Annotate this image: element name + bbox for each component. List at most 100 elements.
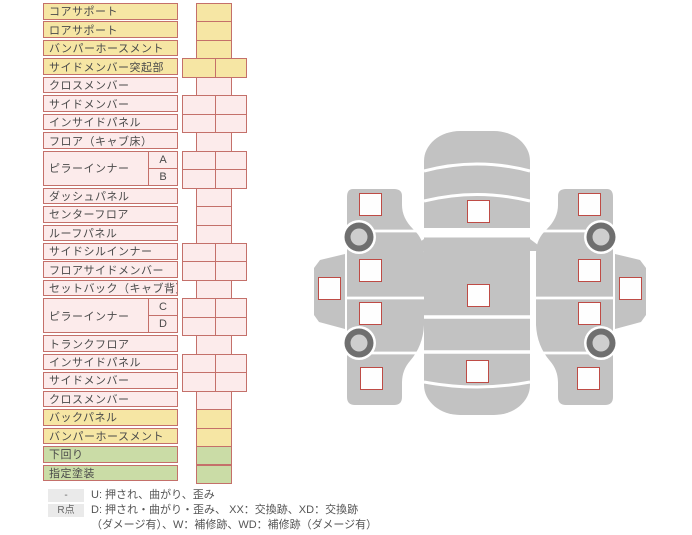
checkbox-center-rear[interactable] (466, 360, 489, 383)
car-diagram (314, 131, 648, 415)
damage-entry-cell[interactable] (182, 353, 216, 374)
legend-row: （ダメージ有）、W：補修跡、WD：補修跡（ダメージ有） (48, 519, 377, 533)
car-side-frame-left (314, 189, 424, 405)
damage-entry-cell[interactable] (196, 21, 232, 41)
part-name: ルーフパネル (49, 227, 118, 240)
checkbox-right-rear[interactable] (577, 367, 600, 390)
damage-entry-cell[interactable] (196, 464, 232, 484)
front-wheel-icon (342, 220, 376, 254)
part-name: バックパネル (49, 412, 118, 425)
part-row-label: サイドメンバー (43, 95, 178, 112)
part-name: サイドシルインナー (49, 246, 153, 259)
damage-entry-cell[interactable] (196, 335, 232, 355)
part-row-label: バンパーホースメント (43, 39, 178, 57)
damage-entry-cell[interactable] (182, 261, 216, 281)
damage-code-legend: - U: 押され、曲がり、歪み R点 D: 押され・曲がり・歪み、 XX：交換跡、XD… (48, 489, 377, 534)
part-name: インサイドパネル (49, 357, 141, 370)
checkbox-center-middle[interactable] (467, 284, 490, 307)
part-row-label: ピラーインナー A B (43, 150, 178, 186)
checkbox-right-lower[interactable] (578, 302, 601, 325)
damage-entry-cell[interactable] (182, 58, 216, 78)
part-name: セットバック（キャブ背） (49, 283, 177, 296)
damage-entry-cell[interactable] (182, 150, 216, 171)
legend-text: （ダメージ有）、W：補修跡、WD：補修跡（ダメージ有） (91, 519, 378, 531)
checkbox-right-front[interactable] (578, 193, 601, 216)
part-name: バンパーホースメント (49, 430, 164, 443)
part-name: ピラーインナー (49, 310, 130, 323)
pillar-sub-label: B (149, 167, 177, 185)
damage-entry-cell[interactable] (214, 150, 247, 171)
damage-entry-cell[interactable] (182, 316, 216, 337)
damage-entry-cell[interactable] (214, 316, 247, 337)
damage-entry-cell[interactable] (196, 187, 232, 208)
damage-entry-cell[interactable] (182, 372, 216, 392)
checkbox-right-upper[interactable] (578, 259, 601, 282)
damage-entry-cell[interactable] (182, 242, 216, 263)
damage-entry-cell[interactable] (196, 446, 232, 466)
damage-entry-cell[interactable] (182, 169, 216, 189)
damage-entry-cell[interactable] (214, 169, 247, 189)
damage-entry-cell[interactable] (214, 58, 247, 78)
legend-key-badge: R点 (48, 504, 84, 517)
damage-entry-cell[interactable] (196, 427, 232, 448)
damage-entry-cell[interactable] (196, 206, 232, 226)
part-row-label: クロスメンバー (43, 76, 178, 94)
part-name: クロスメンバー (49, 393, 130, 406)
checkbox-left-outer[interactable] (318, 277, 341, 300)
pillar-sub-label: A (159, 153, 167, 166)
checkbox-left-rear[interactable] (360, 367, 383, 390)
legend-key-badge: - (48, 489, 84, 502)
legend-row: - U: 押され、曲がり、歪み (48, 489, 377, 503)
part-name: インサイドパネル (49, 117, 141, 130)
part-row-label: フロア（キャブ床） (43, 132, 178, 149)
part-row-label: バンパーホースメント (43, 427, 178, 445)
part-row-label: インサイドパネル (43, 353, 178, 371)
damage-entry-cell[interactable] (196, 390, 232, 411)
part-row-label: サイドメンバー (43, 372, 178, 389)
pillar-sub-label: D (149, 315, 177, 332)
damage-entry-cell[interactable] (214, 95, 247, 115)
part-name: サイドメンバー (49, 98, 130, 111)
part-row-label: ダッシュパネル (43, 187, 178, 205)
damage-entry-cell[interactable] (196, 132, 232, 152)
part-name: 下回り (49, 449, 84, 462)
damage-entry-cell[interactable] (196, 409, 232, 429)
part-name: フロアサイドメンバー (49, 264, 164, 277)
part-row-label: サイドシルインナー (43, 242, 178, 260)
damage-entry-cell[interactable] (214, 261, 247, 281)
damage-entry-cell[interactable] (196, 3, 232, 23)
checkbox-right-outer[interactable] (619, 277, 642, 300)
damage-entry-cell[interactable] (182, 95, 216, 115)
damage-entry-cell[interactable] (196, 76, 232, 97)
damage-entry-cell[interactable] (182, 113, 216, 134)
legend-text: U: 押され、曲がり、歪み (91, 489, 215, 501)
part-name: センターフロア (49, 209, 129, 222)
legend-row: R点 D: 押され・曲がり・歪み、 XX：交換跡、XD：交換跡 (48, 504, 377, 518)
part-row-label: コアサポート (43, 3, 178, 20)
damage-entry-cell[interactable] (214, 298, 247, 318)
damage-entry-cell[interactable] (214, 242, 247, 263)
part-name: トランクフロア (49, 338, 130, 351)
damage-entry-cell[interactable] (214, 372, 247, 392)
checkbox-left-lower[interactable] (359, 302, 382, 325)
damage-entry-cell[interactable] (214, 353, 247, 374)
part-row-label: ピラーインナー C D (43, 298, 178, 334)
checkbox-left-upper[interactable] (359, 259, 382, 282)
damage-entry-cell[interactable] (196, 224, 232, 244)
checkbox-left-front[interactable] (359, 193, 382, 216)
legend-text: D: 押され・曲がり・歪み、 XX：交換跡、XD：交換跡 (91, 504, 359, 516)
damage-entry-cell[interactable] (182, 298, 216, 318)
part-name: バンパーホースメント (49, 43, 164, 56)
damage-entry-cell[interactable] (214, 113, 247, 134)
part-row-label: インサイドパネル (43, 113, 178, 131)
part-name: 指定塗装 (49, 467, 95, 480)
part-row-label: 指定塗装 (43, 464, 178, 482)
damage-entry-cell[interactable] (196, 279, 232, 300)
part-row-label: ロアサポート (43, 21, 178, 38)
damage-entry-cell[interactable] (196, 39, 232, 60)
part-row-label: セットバック（キャブ背） (43, 279, 178, 297)
checkbox-center-front[interactable] (467, 200, 490, 223)
part-name: ロアサポート (49, 24, 118, 37)
